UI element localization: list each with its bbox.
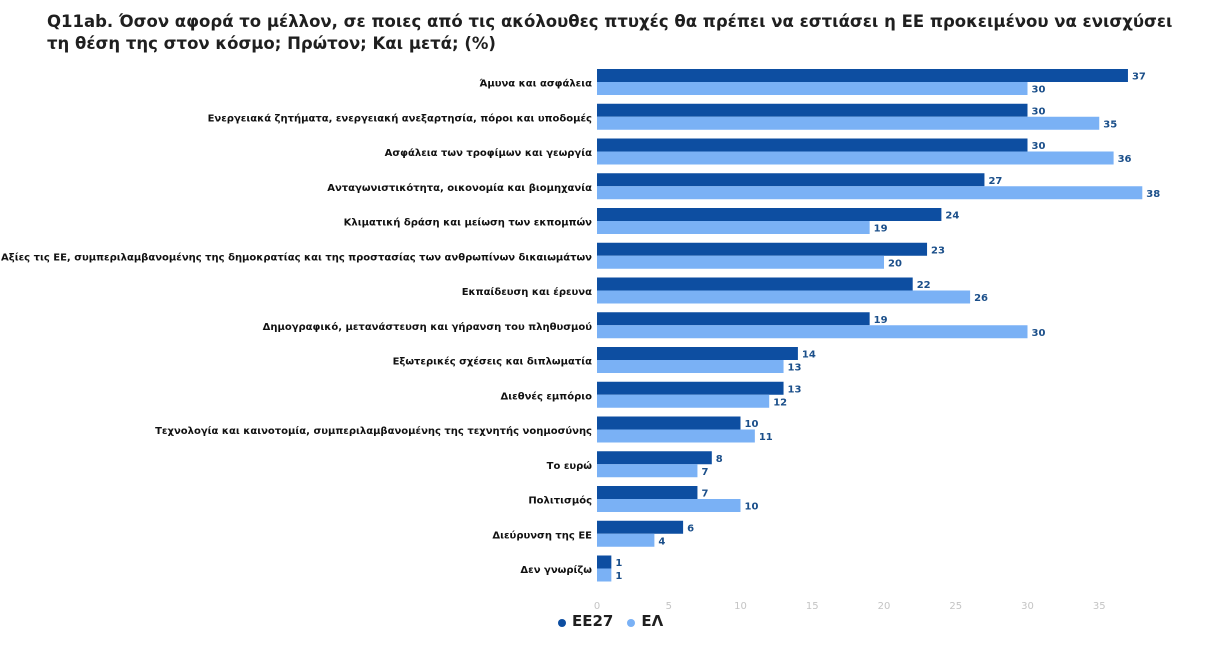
data-label: 36: [1118, 154, 1132, 165]
bar-ee27: [597, 242, 928, 256]
legend-dot-icon: [627, 618, 636, 627]
x-axis-ticks: 0 5 10 15 20 25 30 35: [594, 601, 1106, 612]
category-label: Κλιματική δράση και μείωση των εκπομπών: [344, 217, 593, 229]
data-label: 26: [974, 293, 988, 304]
bar-ee27: [597, 486, 698, 499]
value-labels: 3730303530362738241923202226193014131312…: [615, 72, 1160, 583]
bar-ee27: [597, 138, 1028, 152]
category-label: Διεθνές εμπόριο: [501, 390, 593, 402]
data-label: 30: [1032, 106, 1046, 117]
data-label: 8: [716, 454, 723, 465]
data-label: 30: [1032, 85, 1046, 96]
category-label: Ασφάλεια των τροφίμων και γεωργία: [385, 147, 592, 159]
data-label: 22: [917, 280, 931, 291]
bar-el: [597, 499, 741, 512]
legend-dot-icon: [558, 618, 566, 627]
data-label: 30: [1032, 141, 1046, 152]
category-label: Άμυνα και ασφάλεια: [479, 78, 592, 90]
data-label: 11: [759, 432, 773, 443]
legend-label-ee27: ΕΕ27: [572, 612, 614, 630]
bar-el: [597, 394, 770, 408]
bar-ee27: [597, 312, 870, 326]
category-label: Πολιτισμός: [528, 495, 592, 507]
category-label: Εξωτερικές σχέσεις και διπλωματία: [393, 356, 593, 368]
bar-el: [597, 325, 1028, 339]
category-label: Δημογραφικό, μετανάστευση και γήρανση το…: [263, 321, 593, 333]
data-label: 13: [788, 363, 802, 374]
category-label: Ανταγωνιστικότητα, οικονομία και βιομηχα…: [327, 182, 592, 194]
legend-item-ee27: ΕΕ27: [558, 612, 613, 630]
category-label: Διεύρυνση της ΕΕ: [492, 529, 592, 541]
data-label: 10: [745, 419, 759, 430]
bar-el: [597, 429, 755, 443]
bar-el: [597, 290, 971, 304]
category-label: Αξίες τις ΕΕ, συμπεριλαμβανομένης της δη…: [1, 251, 592, 263]
bar-el: [597, 116, 1100, 130]
bar-el: [597, 360, 784, 373]
bar-el: [597, 151, 1114, 165]
bar-el: [597, 464, 698, 478]
data-label: 12: [773, 397, 787, 408]
data-label: 4: [658, 536, 665, 547]
bar-ee27: [597, 416, 741, 430]
bar-el: [597, 221, 870, 234]
bar-el: [597, 533, 655, 547]
x-tick-label: 5: [666, 601, 672, 612]
data-label: 19: [874, 315, 888, 326]
bar-ee27: [597, 208, 942, 221]
x-tick-label: 15: [806, 601, 819, 612]
x-tick-label: 25: [949, 601, 962, 612]
data-label: 37: [1132, 72, 1146, 83]
category-labels: Άμυνα και ασφάλεια Ενεργειακά ζητήματα, ε…: [1, 78, 592, 577]
data-label: 24: [945, 211, 959, 222]
category-label: Τεχνολογία και καινοτομία, συμπεριλαμβαν…: [155, 425, 592, 437]
bar-ee27: [597, 381, 784, 395]
bar-ee27: [597, 277, 913, 291]
legend-label-el: ΕΛ: [641, 612, 664, 630]
data-label: 35: [1103, 119, 1117, 130]
data-label: 19: [874, 224, 888, 235]
data-label: 7: [701, 489, 708, 500]
x-tick-label: 30: [1021, 601, 1034, 612]
data-label: 20: [888, 258, 902, 269]
data-label: 6: [687, 523, 694, 534]
category-label: Το ευρώ: [547, 460, 593, 472]
category-label: Εκπαίδευση και έρευνα: [462, 286, 592, 298]
bar-ee27: [597, 520, 684, 534]
data-label: 10: [745, 502, 759, 513]
bar-ee27: [597, 173, 985, 187]
bar-ee27: [597, 451, 712, 465]
data-label: 23: [931, 245, 945, 256]
bar-ee27: [597, 555, 612, 569]
category-label: Ενεργειακά ζητήματα, ενεργειακή ανεξαρτη…: [208, 112, 592, 124]
category-label: Δεν γνωρίζω: [520, 564, 592, 576]
data-label: 30: [1032, 328, 1046, 339]
bar-ee27: [597, 103, 1028, 117]
legend: ΕΕ27 ΕΛ: [558, 612, 663, 630]
data-label: 14: [802, 350, 816, 361]
data-label: 7: [701, 467, 708, 478]
x-tick-label: 20: [878, 601, 891, 612]
legend-item-el: ΕΛ: [627, 612, 663, 630]
data-label: 1: [615, 558, 622, 569]
bar-el: [597, 568, 612, 582]
x-tick-label: 10: [734, 601, 747, 612]
bar-ee27: [597, 69, 1128, 82]
bar-ee27: [597, 347, 798, 360]
x-tick-label: 0: [594, 601, 600, 612]
bars: [597, 69, 1143, 582]
bar-el: [597, 186, 1143, 200]
chart-title: Q11ab. Όσον αφορά το μέλλον, σε ποιες απ…: [47, 12, 1173, 53]
data-label: 13: [788, 384, 802, 395]
x-tick-label: 35: [1093, 601, 1106, 612]
bar-el: [597, 82, 1028, 95]
data-label: 27: [988, 176, 1002, 187]
data-label: 1: [615, 571, 622, 582]
data-label: 38: [1146, 189, 1160, 200]
bar-el: [597, 255, 884, 269]
